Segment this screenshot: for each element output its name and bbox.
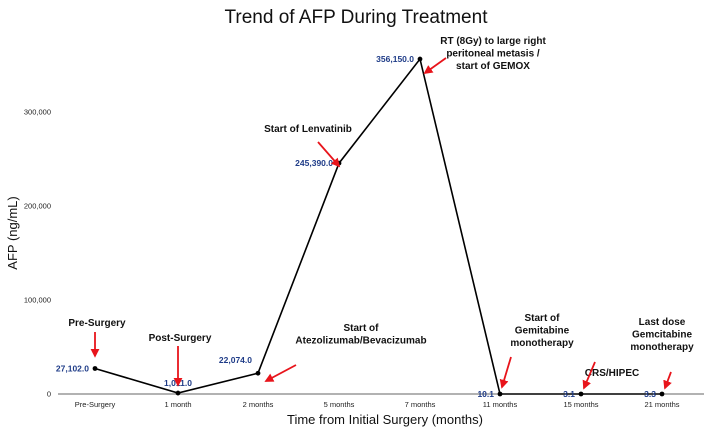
data-label: 10.1 <box>477 389 494 399</box>
x-tick-label: 7 months <box>405 400 436 409</box>
annotation-arrow <box>582 361 596 390</box>
afp-series-line <box>94 57 662 395</box>
annotation-arrow <box>317 141 341 168</box>
x-axis-title: Time from Initial Surgery (months) <box>287 412 483 427</box>
annotation-arrow <box>499 356 512 389</box>
annotations: Pre-Surgery Post-Surgery Start of Atezolizu… <box>68 36 694 390</box>
y-tick-label: 0 <box>47 390 51 399</box>
data-point <box>255 370 261 376</box>
y-tick-label: 200,000 <box>24 201 51 210</box>
data-point <box>578 391 584 397</box>
annotation-arrow <box>663 371 672 390</box>
x-axis-ticks: Pre-Surgery 1 month 2 months 5 months 7 mont… <box>75 400 680 409</box>
chart-title: Trend of AFP During Treatment <box>225 7 489 28</box>
x-tick-label: 21 months <box>644 400 679 409</box>
x-tick-label: 2 months <box>243 400 274 409</box>
y-tick-label: 100,000 <box>24 295 51 304</box>
annotation-arrow <box>423 57 447 75</box>
annotation-text: Start of Atezolizumab/Bevacizumab <box>295 323 426 347</box>
x-tick-label: 11 months <box>483 400 518 409</box>
annotation-text: Start of Gemitabine monotherapy <box>510 313 574 349</box>
data-point <box>417 56 423 62</box>
data-label: 3.1 <box>563 389 575 399</box>
y-tick-label: 300,000 <box>24 107 51 116</box>
data-point <box>659 391 665 397</box>
x-tick-label: Pre-Surgery <box>75 400 116 409</box>
annotation-text: RT (8Gy) to large right peritoneal metasi… <box>440 36 546 72</box>
data-label: 245,390.0 <box>295 158 333 168</box>
data-label: 356,150.0 <box>376 54 414 64</box>
data-points <box>92 56 665 397</box>
data-label: 3.3 <box>644 389 656 399</box>
data-label: 27,102.0 <box>56 364 89 374</box>
annotation-text: CRS/HIPEC <box>585 368 639 379</box>
x-tick-label: 1 month <box>164 400 191 409</box>
annotation-text: Start of Lenvatinib <box>264 124 352 135</box>
annotation-text: Pre-Surgery <box>68 318 126 329</box>
data-point <box>497 391 503 397</box>
data-label: 22,074.0 <box>219 355 252 365</box>
annotation-text: Post-Surgery <box>149 333 212 344</box>
y-axis-title: AFP (ng/mL) <box>5 196 20 269</box>
x-tick-label: 15 months <box>563 400 598 409</box>
x-tick-label: 5 months <box>324 400 355 409</box>
annotation-arrow <box>264 364 297 382</box>
data-point <box>92 366 98 371</box>
y-axis-ticks: 0 100,000 200,000 300,000 <box>24 107 51 398</box>
annotation-text: Last dose Gemcitabine monotherapy <box>630 317 694 353</box>
data-point <box>175 390 181 396</box>
